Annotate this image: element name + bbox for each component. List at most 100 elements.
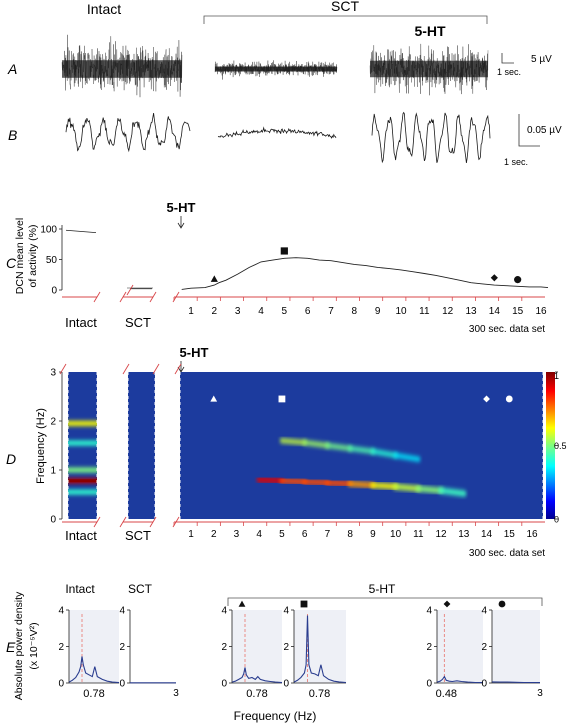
e-y-tick-label: 0	[426, 679, 432, 690]
diamond-marker-icon	[443, 600, 451, 608]
raw-trace-core-2	[370, 60, 488, 78]
e-y-tick-label: 4	[481, 606, 487, 617]
d-ridge-seg	[370, 482, 399, 490]
colorbar-tick-label: 0.5	[554, 441, 567, 451]
d-y-tick-label: 3	[50, 368, 56, 379]
panel-a-traces	[61, 34, 489, 98]
d-x-tick-label: 15	[504, 529, 516, 540]
scalebar-b-amplitude: 0.05 µV	[527, 125, 562, 136]
d-x-tick-label: 16	[526, 529, 538, 540]
axis-break	[119, 516, 127, 528]
c-x-tick-label: 3	[235, 306, 241, 317]
e-plot-bg	[232, 610, 282, 683]
d-ridge-seg	[279, 438, 307, 445]
e-y-tick-label: 0	[283, 679, 289, 690]
d-ridge-seg	[279, 478, 308, 485]
e-peak-label: 0.78	[246, 688, 267, 700]
d-x-tick-label: 4	[256, 529, 262, 540]
axis-break	[174, 363, 182, 375]
panel-e-xlabel: Frequency (Hz)	[234, 709, 317, 723]
c-x-tick-label: 13	[465, 306, 477, 317]
colorbar-tick-label: 0	[554, 515, 559, 525]
e-y-tick-label: 2	[119, 642, 125, 653]
d-sct-bg	[128, 372, 155, 519]
diamond-marker-icon	[483, 395, 490, 403]
panel-letter-c: C	[6, 255, 17, 271]
d-x-tick-label: 6	[302, 529, 308, 540]
axis-break	[122, 363, 130, 375]
e-y-tick-label: 4	[283, 606, 289, 617]
d-x-tick-label: 5	[279, 529, 285, 540]
scalebar-a: 5 µV 1 sec.	[497, 53, 552, 77]
d-ridge-seg	[302, 440, 330, 448]
panel-e-title-sct: SCT	[128, 582, 153, 596]
e-series-line	[491, 681, 541, 684]
panel-letter-d: D	[6, 451, 16, 467]
c-x-tick-label: 11	[419, 306, 430, 317]
panel-b-traces	[65, 111, 491, 164]
d-ridge-seg	[415, 485, 444, 494]
scalebar-b: 0.05 µV 1 sec.	[504, 114, 562, 167]
panel-e-5ht-bracket	[227, 597, 543, 606]
c-x-tick-label: 7	[328, 306, 334, 317]
e-plot-bg	[437, 610, 483, 683]
d-intact-band	[68, 489, 97, 495]
d-x-tick-label: 10	[390, 529, 402, 540]
d-5ht-bg	[180, 372, 543, 519]
d-ridge-seg	[438, 487, 467, 497]
panel-c-xlabel: 300 sec. data set	[469, 324, 545, 335]
d-x-tick-label: 7	[325, 529, 331, 540]
circle-marker-icon	[498, 600, 506, 608]
panel-c-group-intact: Intact	[65, 315, 97, 330]
e-x-tick-label: 3	[537, 688, 543, 699]
c-x-tick-label: 12	[442, 306, 454, 317]
c-x-tick-label: 10	[395, 306, 407, 317]
c-y-tick-label: 100	[40, 225, 57, 236]
panel-e-ylabel-line2: (x 10⁻⁵V²)	[28, 622, 40, 669]
c-series-5ht	[181, 257, 549, 290]
square-marker-icon	[280, 247, 288, 255]
panel-letter-a: A	[7, 61, 17, 77]
e-y-tick-label: 2	[426, 642, 432, 653]
axis-break	[149, 516, 157, 528]
e-peak-label: 0.78	[83, 688, 104, 700]
e-y-tick-label: 4	[58, 606, 64, 617]
filtered-trace-1	[217, 126, 337, 139]
e-series-line	[231, 667, 283, 684]
colorbar: 00.51	[546, 371, 567, 525]
e-peak-label: 0.78	[309, 688, 330, 700]
colorbar-gradient	[546, 372, 555, 519]
c-series-intact	[65, 229, 97, 234]
d-x-tick-label: 12	[436, 529, 448, 540]
header-5ht-label: 5-HT	[414, 23, 446, 39]
e-y-tick-label: 0	[58, 679, 64, 690]
d-x-tick-label: 9	[370, 529, 376, 540]
c-y-tick-label: 50	[46, 255, 58, 266]
d-ridge-seg	[370, 449, 398, 458]
c-x-tick-label: 8	[352, 306, 358, 317]
colorbar-tick-label: 1	[554, 371, 559, 381]
d-x-tick-label: 14	[481, 529, 493, 540]
e-x-tick-label: 3	[173, 688, 179, 699]
d-y-tick-label: 0	[50, 515, 56, 526]
e-y-tick-label: 2	[221, 642, 227, 653]
axis-break	[93, 291, 101, 303]
e-y-tick-label: 2	[481, 642, 487, 653]
panel-c-arrow	[177, 216, 185, 229]
circle-marker-icon	[514, 276, 522, 284]
c-x-tick-label: 15	[512, 306, 524, 317]
axis-break	[152, 363, 160, 375]
d-intact-band	[68, 467, 97, 473]
panel-c-group-sct: SCT	[125, 315, 151, 330]
header-intact-label: Intact	[87, 1, 121, 17]
panel-d-ylabel: Frequency (Hz)	[35, 408, 47, 484]
panel-c-ylabel-line2: of activity (%)	[27, 224, 39, 287]
e-series-line	[293, 615, 347, 684]
e-y-tick-label: 2	[283, 642, 289, 653]
e-y-tick-label: 0	[119, 679, 125, 690]
c-x-tick-label: 16	[535, 306, 547, 317]
panel-e-ylabel-line1: Absolute power density	[13, 591, 25, 700]
scalebar-a-time: 1 sec.	[497, 67, 521, 77]
raw-trace-core-1	[215, 66, 337, 72]
